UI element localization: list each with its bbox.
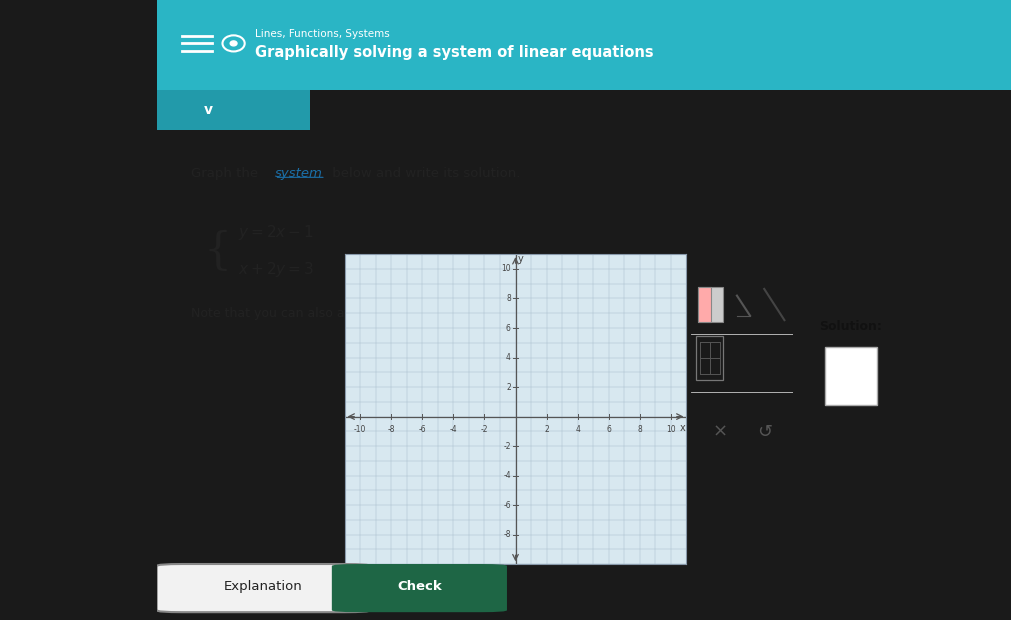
FancyBboxPatch shape (699, 286, 711, 322)
Text: $y=2x-1$: $y=2x-1$ (238, 223, 313, 242)
Text: 8: 8 (507, 294, 511, 303)
Text: -6: -6 (419, 425, 426, 435)
Text: 6: 6 (506, 324, 511, 332)
Text: -8: -8 (503, 530, 511, 539)
Text: Solution:: Solution: (819, 320, 882, 333)
Circle shape (231, 41, 237, 46)
Text: ↺: ↺ (756, 423, 771, 441)
Text: -4: -4 (450, 425, 457, 435)
FancyBboxPatch shape (157, 90, 310, 130)
FancyBboxPatch shape (332, 564, 507, 612)
Text: 4: 4 (575, 425, 580, 435)
Text: {: { (203, 229, 232, 273)
Text: Lines, Functions, Systems: Lines, Functions, Systems (255, 29, 389, 39)
Text: 10: 10 (666, 425, 675, 435)
Text: -4: -4 (503, 471, 511, 480)
Text: v: v (203, 103, 212, 117)
Text: -2: -2 (503, 441, 511, 451)
Text: Check: Check (397, 580, 442, 593)
Text: -6: -6 (503, 501, 511, 510)
Text: ×: × (712, 423, 727, 441)
Text: y: y (518, 254, 524, 264)
Text: Graphically solving a system of linear equations: Graphically solving a system of linear e… (255, 45, 653, 60)
Text: $x+2y=3$: $x+2y=3$ (238, 260, 314, 279)
Text: x: x (680, 423, 685, 433)
FancyBboxPatch shape (699, 286, 723, 322)
Text: -8: -8 (387, 425, 395, 435)
Text: system: system (275, 167, 323, 180)
Text: Explanation: Explanation (224, 580, 303, 593)
Text: Note that you can also answer "No solution" or "Infinitely many" solutions.: Note that you can also answer "No soluti… (191, 307, 658, 319)
Text: 4: 4 (506, 353, 511, 362)
Text: 6: 6 (607, 425, 611, 435)
FancyBboxPatch shape (157, 0, 1011, 90)
FancyBboxPatch shape (157, 564, 370, 612)
Text: 8: 8 (637, 425, 642, 435)
Text: Graph the: Graph the (191, 167, 262, 180)
Text: 2: 2 (507, 383, 511, 392)
Text: 2: 2 (544, 425, 549, 435)
Text: -2: -2 (480, 425, 488, 435)
Text: 10: 10 (501, 265, 511, 273)
Text: below and write its solution.: below and write its solution. (328, 167, 520, 180)
Text: -10: -10 (354, 425, 366, 435)
FancyBboxPatch shape (825, 347, 877, 405)
